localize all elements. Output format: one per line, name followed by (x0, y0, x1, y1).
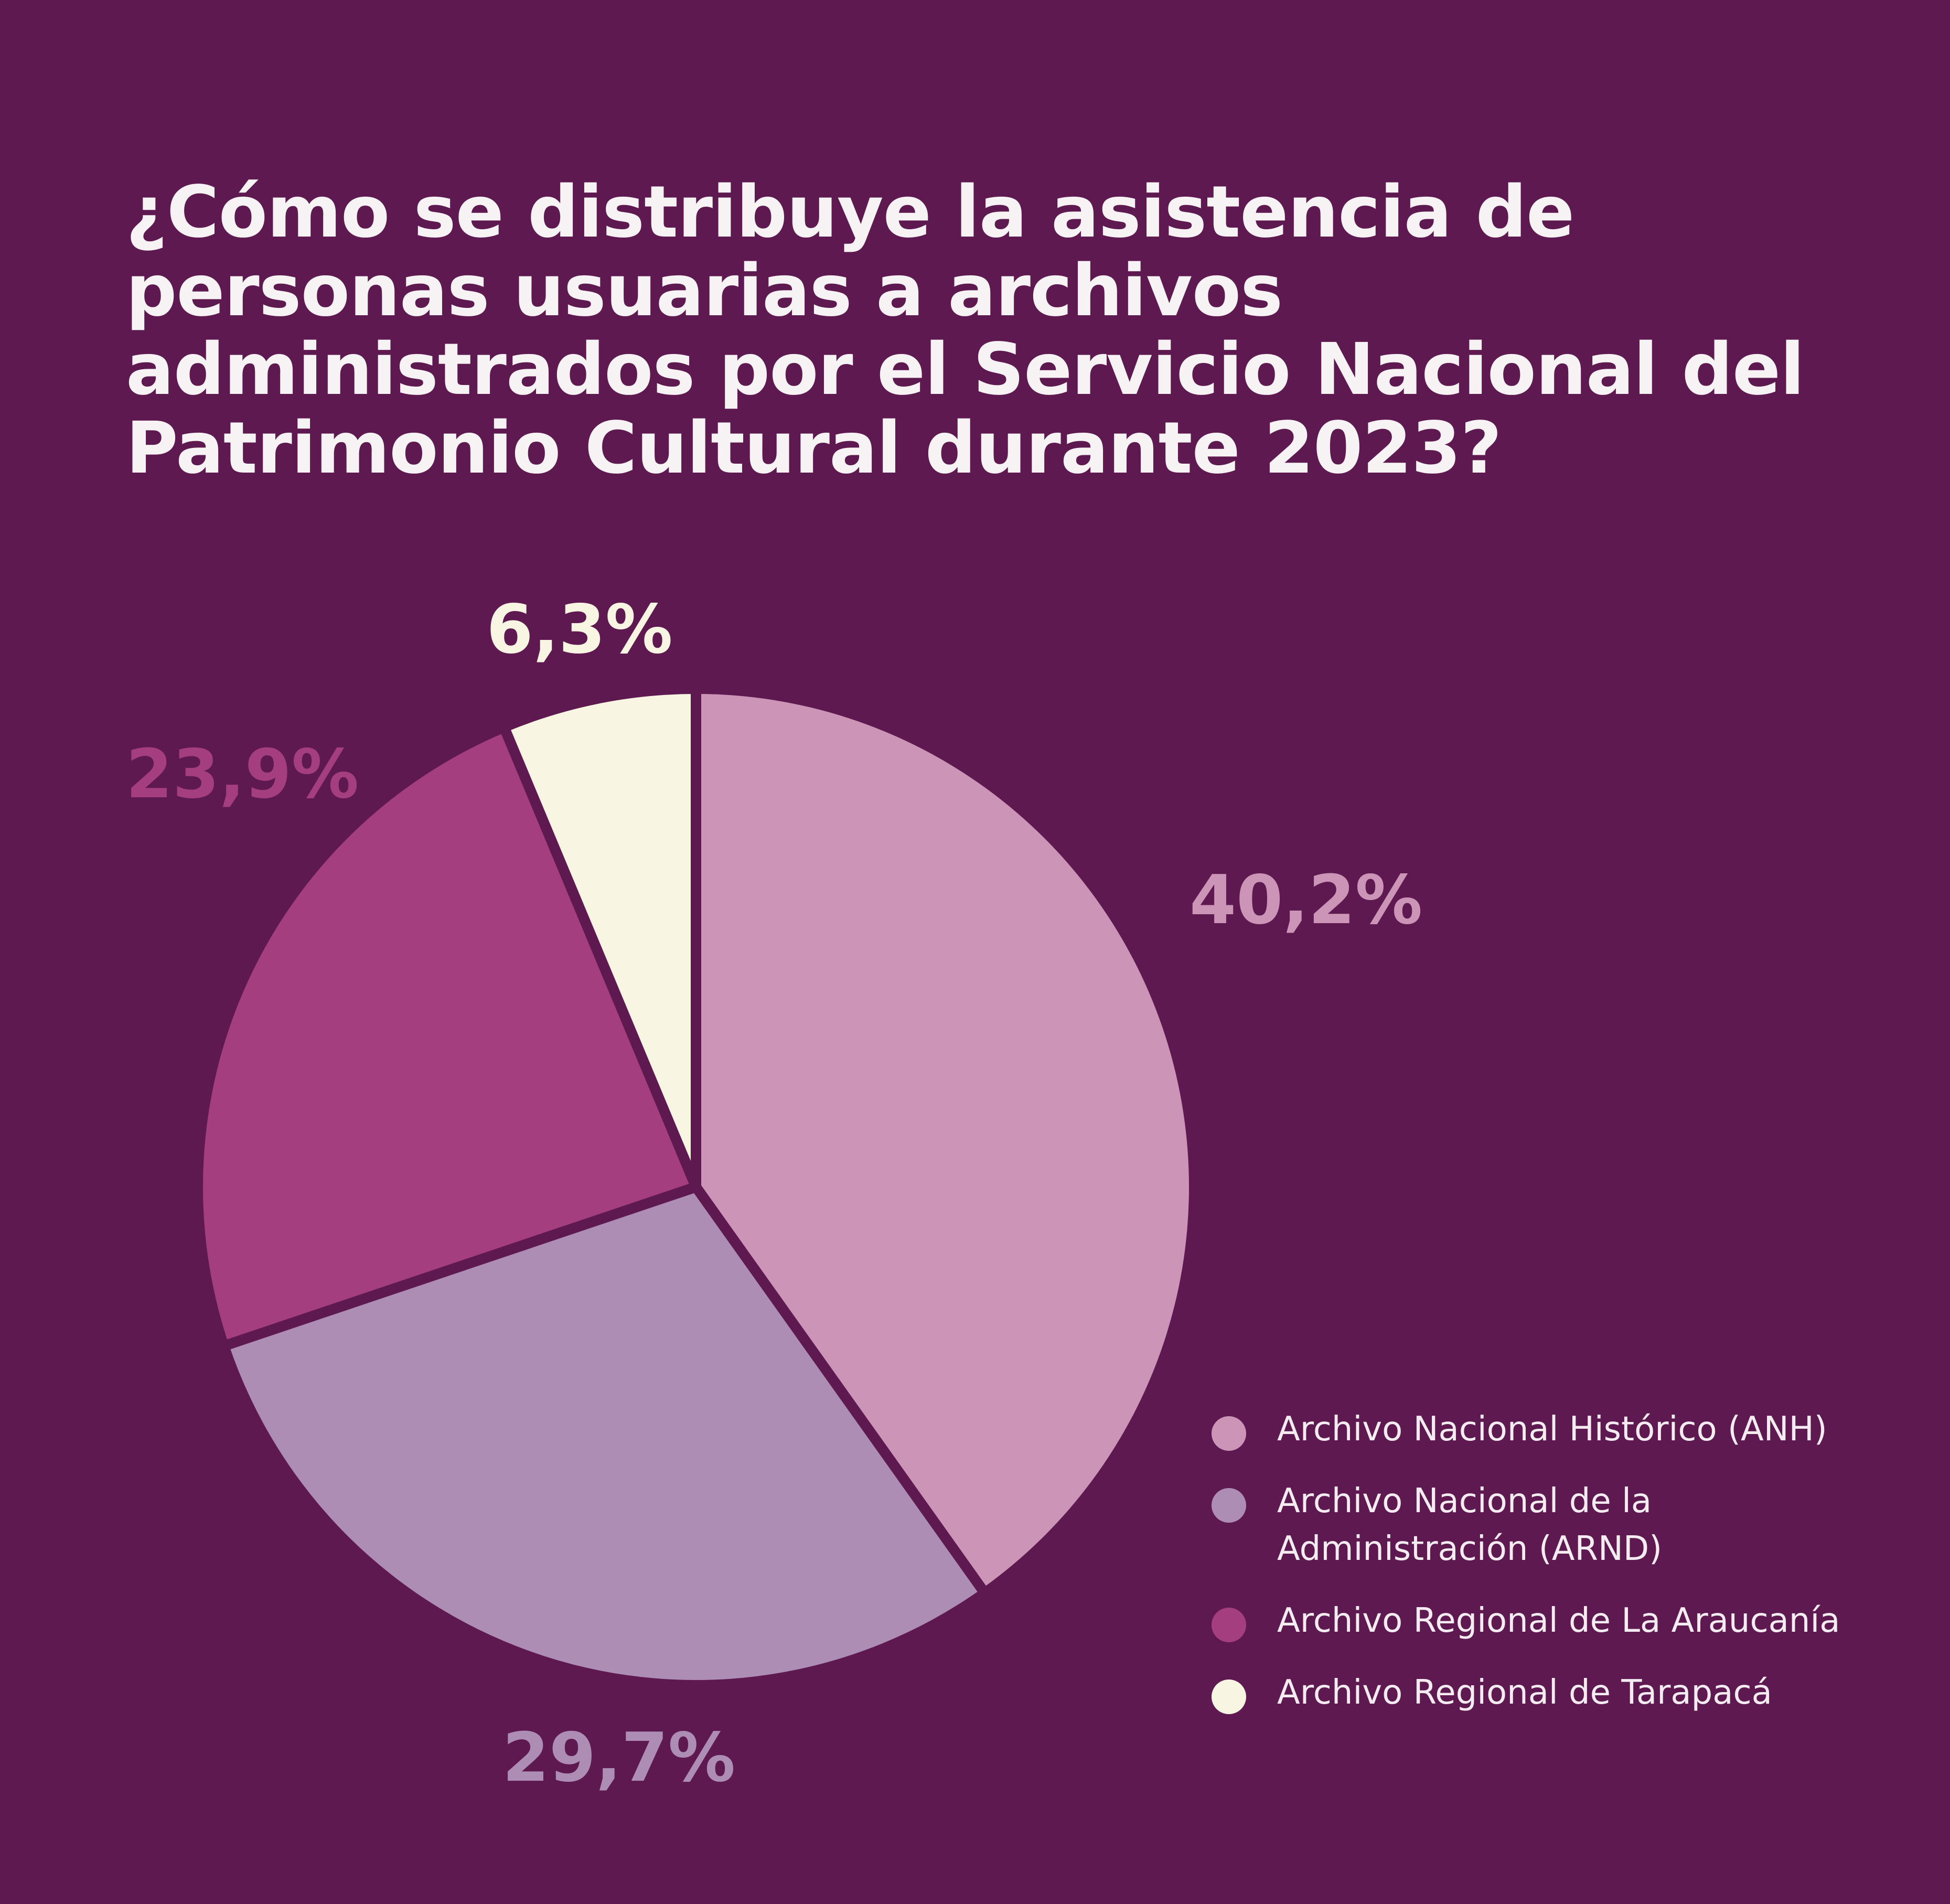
slice-separator (691, 1182, 990, 1599)
chart-title-line: ¿Cómo se distribuye la asistencia de (126, 171, 1574, 254)
legend-label: Archivo Regional de La Araucanía (1277, 1601, 1840, 1640)
slice-value-label: 23,9% (126, 735, 359, 814)
legend-item: Archivo Regional de Tarapacá (1212, 1669, 1935, 1717)
legend-item: Archivo Nacional de la Administración (A… (1212, 1478, 1935, 1573)
legend-item: Archivo Nacional Histórico (ANH) (1212, 1406, 1935, 1453)
slice-value-label: 29,7% (502, 1719, 735, 1797)
legend-label: Archivo Nacional Histórico (ANH) (1277, 1410, 1827, 1449)
legend-swatch-icon (1212, 1488, 1246, 1523)
legend-swatch-icon (1212, 1608, 1246, 1642)
chart-title-line: administrados por el Servicio Nacional d… (126, 328, 1805, 411)
chart-title-line: personas usuarias a archivos (126, 250, 1283, 333)
pie-value-labels: 40,2% 29,7% 23,9% 6,3% (126, 591, 1422, 1797)
legend: Archivo Nacional Histórico (ANH) Archivo… (1212, 1406, 1935, 1741)
slice-value-label: 40,2% (1190, 861, 1422, 939)
legend-label-line: Archivo Nacional de la (1277, 1482, 1652, 1521)
slice-separator (499, 722, 701, 1192)
chart-title: ¿Cómo se distribuye la asistencia de per… (126, 173, 1909, 488)
legend-item: Archivo Regional de La Araucanía (1212, 1597, 1935, 1645)
pie-slice (203, 732, 696, 1344)
chart-title-line: Patrimonio Cultural durante 2023? (126, 407, 1502, 490)
slice-value-label: 6,3% (487, 591, 673, 669)
pie-slice (229, 1187, 982, 1680)
pie-slice (696, 694, 1189, 1589)
slice-separator (218, 1182, 701, 1352)
pie-slices (203, 683, 1189, 1680)
legend-swatch-icon (1212, 1680, 1246, 1714)
legend-label: Archivo Regional de Tarapacá (1277, 1673, 1772, 1712)
legend-label-line: Administración (ARND) (1277, 1529, 1663, 1568)
legend-swatch-icon (1212, 1416, 1246, 1451)
